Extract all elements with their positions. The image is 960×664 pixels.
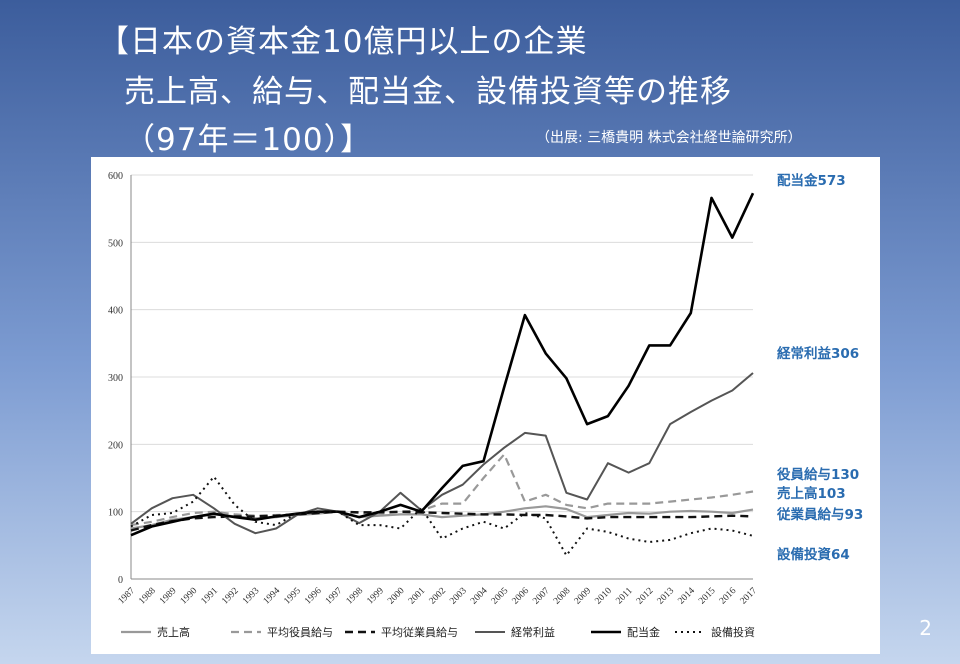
- x-tick-label: 1987: [117, 586, 138, 607]
- x-tick-label: 2017: [739, 586, 760, 607]
- legend-label: 経常利益: [511, 625, 555, 639]
- page-number: 2: [919, 616, 932, 640]
- chart-panel: 0 100 200 300 400 500 600 1987 1988 1989 1990 1991 1…: [91, 157, 880, 654]
- legend-label: 平均従業員給与: [381, 625, 458, 639]
- x-tick-label: 1996: [303, 586, 324, 607]
- x-tick-label: 1993: [241, 586, 262, 607]
- x-tick-label: 2004: [469, 586, 490, 607]
- x-tick-label: 2016: [718, 586, 739, 607]
- x-tick-label: 2014: [676, 586, 697, 607]
- x-tick-label: 1990: [179, 586, 200, 607]
- x-tick-label: 2010: [593, 586, 614, 607]
- x-tick-label: 1992: [220, 586, 241, 607]
- series-end-label: 経常利益306: [777, 345, 859, 362]
- legend-label: 平均役員給与: [267, 625, 333, 639]
- x-tick-label: 1989: [158, 586, 179, 607]
- legend-label: 売上高: [157, 625, 190, 639]
- x-tick-label: 2008: [552, 586, 573, 607]
- x-tick-label: 2005: [490, 586, 511, 607]
- series-end-label: 売上高103: [777, 485, 846, 502]
- x-tick-label: 2006: [511, 586, 532, 607]
- x-tick-label: 2007: [531, 586, 552, 607]
- x-tick-label: 2000: [386, 586, 407, 607]
- source-note: （出展: 三橋貴明 株式会社経世論研究所）: [536, 130, 802, 146]
- series-line: [130, 192, 755, 537]
- y-tick-label: 600: [108, 171, 123, 182]
- x-tick-label: 2012: [635, 586, 656, 607]
- y-tick-label: 100: [108, 508, 123, 519]
- x-tick-label: 2013: [656, 586, 677, 607]
- slide-title-line-1: 【日本の資本金10億円以上の企業: [98, 24, 588, 60]
- x-tick-label: 2003: [448, 586, 469, 607]
- series-end-label: 役員給与130: [777, 466, 859, 483]
- series-end-label: 配当金573: [777, 172, 846, 189]
- y-tick-label: 300: [108, 373, 123, 384]
- x-tick-label: 2009: [573, 586, 594, 607]
- x-tick-label: 1988: [137, 586, 158, 607]
- y-tick-label: 400: [108, 306, 123, 317]
- x-tick-label: 2002: [428, 586, 449, 607]
- y-tick-label: 0: [118, 575, 123, 586]
- series-line: [130, 372, 754, 535]
- legend-label: 配当金: [627, 625, 660, 639]
- x-tick-label: 1994: [262, 586, 283, 607]
- legend-label: 設備投資: [711, 625, 755, 639]
- series-end-label: 設備投資64: [777, 546, 850, 563]
- x-tick-label: 1998: [345, 586, 366, 607]
- slide-title-line-3: （97年＝100）】: [124, 122, 373, 158]
- x-tick-label: 1995: [282, 586, 303, 607]
- slide-title-line-2: 売上高、給与、配当金、設備投資等の推移: [124, 74, 732, 110]
- series-line: [130, 453, 754, 527]
- x-tick-label: 2011: [614, 586, 634, 606]
- x-tick-label: 1997: [324, 586, 345, 607]
- x-tick-label: 2015: [697, 586, 718, 607]
- x-tick-label: 1991: [200, 586, 221, 607]
- y-tick-label: 200: [108, 440, 123, 451]
- x-tick-label: 2001: [407, 586, 428, 607]
- series-end-label: 従業員給与93: [776, 506, 863, 523]
- x-tick-label: 1999: [365, 586, 386, 607]
- y-tick-label: 500: [108, 238, 123, 249]
